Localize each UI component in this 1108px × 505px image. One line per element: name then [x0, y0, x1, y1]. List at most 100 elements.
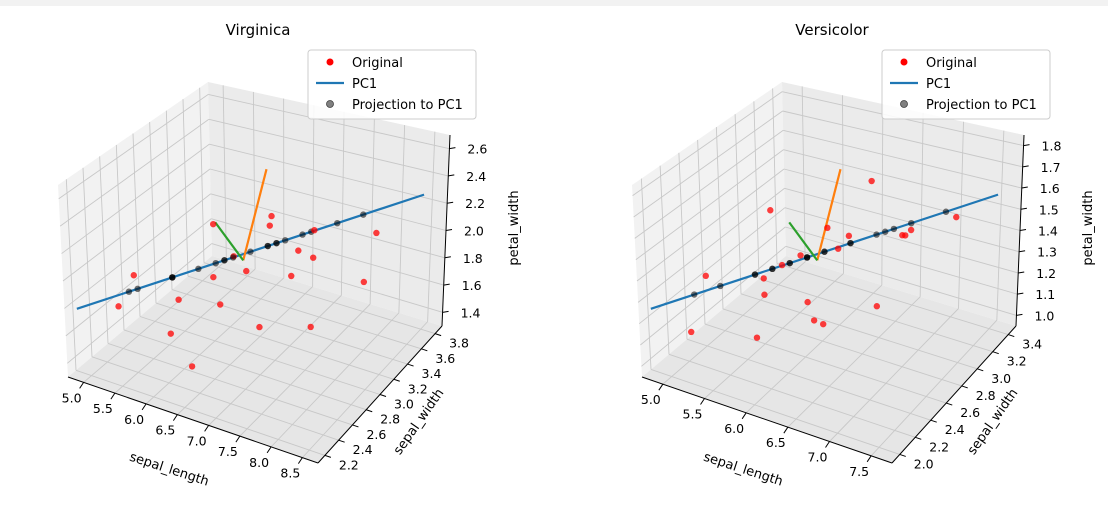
chart-title-virginica: Virginica: [226, 21, 291, 39]
projection-point: [229, 254, 237, 261]
projection-point: [890, 225, 898, 233]
y-tick-label: 2.4: [945, 422, 965, 437]
floor-grid-x: [704, 273, 844, 399]
y-tick-mark: [393, 378, 400, 382]
z-tick-mark: [1019, 250, 1026, 253]
original-point: [820, 320, 827, 328]
original-point: [953, 213, 960, 221]
z-tick-mark: [1018, 271, 1025, 274]
x-axis-label-versicolor: sepal_length: [702, 450, 785, 490]
original-point: [760, 275, 767, 282]
x-tick-mark: [783, 426, 789, 434]
y-tick-mark: [407, 363, 414, 367]
projection-point: [212, 259, 219, 267]
z-tick-mark: [1016, 313, 1023, 316]
original-point: [288, 272, 295, 280]
floor-grid-y: [91, 356, 339, 441]
z-tick-mark: [447, 201, 454, 204]
x-tick-mark: [79, 382, 85, 389]
y-tick-mark: [915, 436, 922, 440]
projection-point: [360, 211, 367, 218]
z-tick-mark: [443, 283, 450, 286]
x-tick-label: 5.5: [93, 401, 113, 416]
z-tick-label: 1.8: [463, 251, 483, 266]
x-tick-mark: [235, 435, 241, 443]
original-point: [256, 323, 263, 331]
original-point: [210, 273, 217, 281]
left-grid-z: [640, 226, 786, 346]
z-tick-mark: [444, 256, 451, 259]
y-axis-line: [317, 325, 443, 464]
original-point: [175, 296, 182, 303]
back-grid-z: [784, 187, 1020, 253]
projection-point: [247, 248, 254, 255]
original-point: [310, 254, 317, 261]
z-axis-line: [441, 134, 451, 327]
projection-point: [299, 231, 306, 238]
z-tick-label: 1.7: [1041, 160, 1061, 175]
x-tick-label: 7.5: [218, 444, 238, 459]
floor-grid-y: [107, 342, 353, 426]
left-grid-z: [637, 187, 785, 303]
z-tick-mark: [1020, 207, 1027, 210]
y-tick-mark: [961, 385, 968, 389]
back-grid-z: [784, 207, 1019, 274]
virginica-3d-plot: Virginica sepal_length sepal_width petal…: [58, 21, 522, 490]
z-axis-label-versicolor: petal_width: [1081, 190, 1096, 265]
projection-point: [273, 239, 280, 247]
original-point: [902, 232, 909, 239]
projection-point: [281, 237, 289, 244]
y-tick-label: 2.2: [929, 439, 949, 454]
floor-grid-x: [870, 319, 998, 457]
left-grid-z: [66, 243, 213, 364]
x-tick-label: 6.5: [766, 435, 786, 450]
projection-point: [873, 231, 880, 238]
floor-grid-x: [662, 261, 806, 385]
x-tick-mark: [266, 446, 272, 454]
floor-grid-x: [829, 308, 959, 442]
original-point: [804, 298, 811, 306]
y-tick-mark: [338, 439, 345, 443]
x-tick-label: 6.0: [724, 421, 744, 436]
x-axis-label-virginica: sepal_length: [128, 450, 211, 490]
original-point: [702, 272, 709, 280]
y-axis-line: [891, 325, 1017, 464]
y-tick-label: 3.0: [991, 371, 1011, 386]
original-point: [130, 272, 137, 279]
z-tick-mark: [1019, 229, 1027, 231]
left-grid-z: [61, 143, 210, 254]
z-tick-label: 1.2: [1036, 266, 1056, 281]
z-tick-label: 1.4: [1038, 224, 1058, 239]
y-tick-mark: [379, 394, 387, 397]
original-point: [115, 303, 122, 310]
x-tick-mark: [110, 392, 116, 400]
floor-grid-y: [758, 278, 993, 353]
left-grid-z: [58, 94, 209, 200]
original-point: [688, 328, 695, 336]
z-tick-mark: [1017, 292, 1024, 295]
original-point: [761, 291, 768, 298]
projection-point: [803, 254, 811, 261]
original-point: [778, 261, 786, 269]
z-tick-label: 1.0: [1034, 308, 1054, 323]
original-point: [243, 267, 250, 275]
projection-point: [334, 219, 341, 227]
legend-label-projection: Projection to PC1: [926, 98, 1037, 113]
z-axis-line: [1015, 134, 1025, 327]
back-grid-z: [208, 118, 449, 177]
y-tick-label: 2.8: [976, 388, 996, 403]
legend-label-pc1: PC1: [352, 77, 377, 92]
floor-grid-y: [171, 289, 408, 365]
y-tick-mark: [992, 351, 999, 355]
original-point: [868, 177, 875, 185]
projection-point: [908, 219, 915, 227]
original-point: [810, 317, 818, 324]
x-tick-mark: [172, 414, 178, 421]
floor-grid-x: [787, 296, 921, 428]
x-tick-label: 8.0: [249, 455, 269, 470]
floor-pane: [68, 256, 442, 463]
z-tick-label: 1.6: [1040, 181, 1060, 196]
left-grid-z: [632, 91, 783, 197]
original-point: [268, 212, 275, 220]
pc3-vector: [788, 221, 819, 262]
